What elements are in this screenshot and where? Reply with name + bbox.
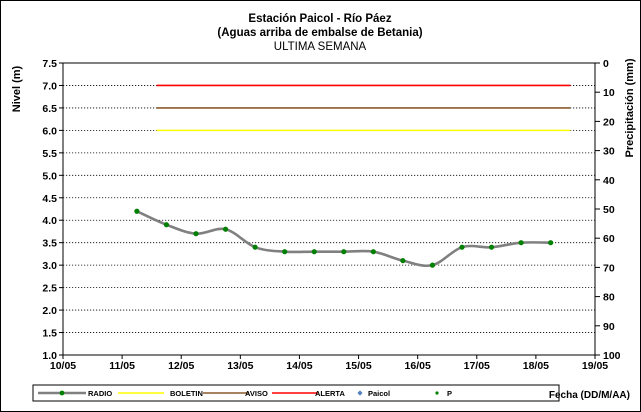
y2-tick-label: 30	[603, 146, 615, 158]
radio-data-point	[163, 222, 170, 228]
y-axis-title: Nivel (m)	[11, 65, 23, 112]
x-tick-label: 16/05	[405, 360, 431, 372]
x-axis-ticks: 10/05 11/05 12/05 13/05 14/05 15/05 16/05 17/05…	[50, 355, 608, 372]
radio-data-point	[252, 244, 258, 250]
y-axis-ticks: 1.0 1.5 2.0 2.5 3.0 3.5 4.0 4.5 5.0 5.5 6.0 6.5 7.0 7…	[42, 58, 63, 362]
legend-label-radio: RADIO	[88, 389, 112, 398]
y-tick-label: 4.0	[42, 215, 57, 227]
radio-data-point	[429, 262, 436, 268]
plot-area	[62, 62, 596, 356]
y2-tick-label: 90	[603, 321, 615, 333]
chart-title: Estación Paicol - Río Páez	[248, 13, 391, 25]
radio-data-point	[370, 249, 376, 255]
y2-tick-label: 20	[603, 116, 615, 128]
legend-swatch-paicol	[357, 390, 363, 396]
legend-label-paicol: Paicol	[368, 389, 390, 398]
y-tick-label: 7.0	[42, 80, 57, 92]
y-tick-label: 3.5	[42, 238, 57, 250]
y2-tick-label: 70	[603, 262, 615, 274]
chart-subtitle: ULTIMA SEMANA	[274, 41, 367, 53]
y-tick-label: 6.0	[42, 125, 57, 137]
radio-data-point	[193, 231, 199, 237]
radio-data-point	[311, 249, 317, 255]
y2-tick-label: 80	[603, 292, 615, 304]
legend-marker-radio	[59, 390, 65, 396]
y-tick-label: 7.5	[42, 58, 57, 70]
x-tick-label: 17/05	[464, 360, 490, 372]
y2-tick-label: 10	[603, 87, 615, 99]
legend-label-aviso: AVISO	[245, 389, 268, 398]
x-tick-label: 13/05	[227, 360, 253, 372]
y-tick-label: 2.0	[42, 305, 57, 317]
x-tick-label: 15/05	[345, 360, 371, 372]
radio-data-point	[222, 226, 229, 232]
radio-data-point	[400, 258, 406, 264]
y-tick-label: 4.5	[42, 193, 57, 205]
radio-data-point	[134, 208, 140, 214]
y-tick-label: 6.5	[42, 103, 57, 115]
radio-data-point	[282, 249, 288, 255]
y-tick-label: 1.5	[42, 328, 57, 340]
y-tick-label: 1.0	[42, 350, 57, 362]
y2-tick-label: 50	[603, 204, 615, 216]
legend-label-boletin: BOLETIN	[170, 389, 203, 398]
radio-data-point	[459, 244, 465, 250]
y-tick-label: 5.5	[42, 148, 57, 160]
y-tick-label: 3.0	[42, 260, 57, 272]
y2-tick-label: 40	[603, 175, 615, 187]
chart-title-line2: (Aguas arriba de embalse de Betania)	[217, 27, 422, 39]
x-tick-label: 12/05	[168, 360, 194, 372]
y2-axis-title: Precipitación (mm)	[624, 58, 636, 157]
x-tick-label: 19/05	[582, 360, 608, 372]
radio-data-point	[518, 240, 524, 246]
x-axis-title: Fecha (DD/M/AA)	[549, 390, 630, 401]
y2-axis-ticks: 0 10 20 30 40 50 60 70 80 90 100	[595, 58, 621, 362]
x-tick-label: 18/05	[523, 360, 549, 372]
radio-series	[134, 208, 554, 268]
x-tick-label: 14/05	[286, 360, 312, 372]
y-tick-label: 5.0	[42, 170, 57, 182]
x-tick-label: 11/05	[109, 360, 135, 372]
radio-data-point	[488, 244, 495, 250]
legend-label-p: P	[447, 389, 452, 398]
threshold-lines	[156, 84, 571, 132]
radio-data-point	[548, 240, 554, 246]
y2-tick-label: 60	[603, 233, 615, 245]
x-tick-label: 10/05	[50, 360, 76, 372]
y2-tick-label: 100	[603, 350, 621, 362]
legend: RADIO BOLETIN AVISO ALERTA Paicol P	[32, 384, 560, 402]
radio-data-point	[341, 249, 347, 255]
legend-label-alerta: ALERTA	[315, 389, 345, 398]
y2-tick-label: 0	[603, 58, 609, 70]
legend-swatch-p	[435, 391, 439, 395]
y-tick-label: 2.5	[42, 283, 57, 295]
